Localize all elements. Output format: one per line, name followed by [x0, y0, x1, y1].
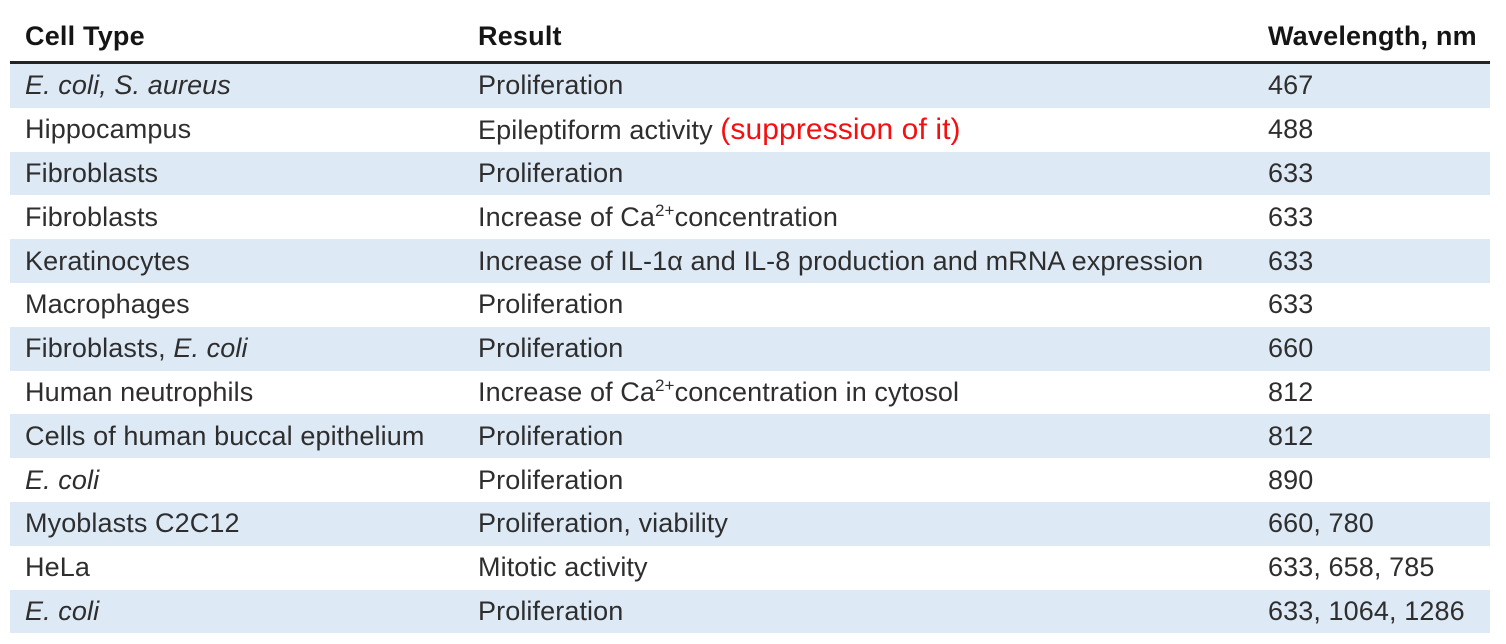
- table-row: Keratinocytes Increase of IL-1α and IL-8 …: [10, 239, 1490, 283]
- table-row: HeLa Mitotic activity 633, 658, 785: [10, 545, 1490, 590]
- wavelength-cell: 812: [1268, 414, 1490, 459]
- result-cell: Proliferation: [478, 326, 1268, 371]
- wavelength-cell: 633: [1268, 282, 1490, 327]
- cell-type-cell: Human neutrophils: [10, 370, 478, 415]
- cell-type-cell: Fibroblasts: [10, 151, 478, 196]
- table-row: Hippocampus Epileptiform activity (suppre…: [10, 107, 1490, 152]
- cell-type-cell: E. coli: [10, 589, 478, 634]
- column-header-cell-type: Cell Type: [10, 0, 478, 64]
- result-cell: Increase of Ca2+concentration in cytosol: [478, 370, 1268, 415]
- wavelength-cell: 633, 1064, 1286: [1268, 589, 1490, 634]
- table-row: E. coli Proliferation 890: [10, 458, 1490, 502]
- table-row: Myoblasts C2C12 Proliferation, viability 6…: [10, 501, 1490, 546]
- table-header: Cell Type Result Wavelength, nm: [10, 0, 1490, 64]
- table-row: Cells of human buccal epithelium Prolifer…: [10, 414, 1490, 459]
- text-segment: Proliferation: [478, 70, 624, 101]
- text-segment: Fibroblasts: [25, 157, 159, 188]
- superscript-text: 2+: [655, 375, 675, 395]
- cell-type-cell: E. coli: [10, 458, 478, 502]
- result-cell: Proliferation: [478, 151, 1268, 196]
- wavelength-cell: 660: [1268, 326, 1490, 371]
- result-cell: Proliferation: [478, 414, 1268, 459]
- header-row: Cell Type Result Wavelength, nm: [10, 0, 1490, 64]
- text-segment: Epileptiform activity: [478, 114, 721, 145]
- cell-type-cell: Cells of human buccal epithelium: [10, 414, 478, 459]
- text-segment: Human neutrophils: [25, 376, 254, 407]
- wavelength-cell: 633: [1268, 151, 1490, 196]
- text-segment: Proliferation, viability: [478, 508, 729, 539]
- text-segment: Keratinocytes: [25, 245, 190, 276]
- text-segment: Increase of Ca: [478, 376, 655, 407]
- text-segment: Proliferation: [478, 420, 624, 451]
- wavelength-cell: 488: [1268, 107, 1490, 152]
- cell-type-cell: Keratinocytes: [10, 239, 478, 283]
- wavelength-cell: 633: [1268, 239, 1490, 283]
- wavelength-cell: 633, 658, 785: [1268, 545, 1490, 590]
- column-header-wavelength: Wavelength, nm: [1268, 0, 1490, 64]
- cell-type-cell: HeLa: [10, 545, 478, 590]
- cell-type-results-table: Cell Type Result Wavelength, nm E. coli,…: [10, 0, 1490, 634]
- text-segment: Proliferation: [478, 289, 624, 320]
- text-segment: Increase of Ca: [478, 201, 655, 232]
- table-row: Fibroblasts Proliferation 633: [10, 151, 1490, 196]
- text-segment: Myoblasts C2C12: [25, 508, 240, 539]
- italic-text: E. coli: [173, 333, 248, 364]
- text-segment: Proliferation: [478, 333, 624, 364]
- result-cell: Epileptiform activity (suppression of it…: [478, 107, 1268, 152]
- table-row: Macrophages Proliferation 633: [10, 282, 1490, 327]
- text-segment: Hippocampus: [25, 114, 192, 145]
- result-cell: Proliferation, viability: [478, 501, 1268, 546]
- text-segment: concentration in cytosol: [674, 376, 960, 407]
- table-body: E. coli, S. aureus Proliferation 467 Hippoc…: [10, 62, 1490, 634]
- column-header-result: Result: [478, 0, 1268, 64]
- wavelength-cell: 890: [1268, 458, 1490, 502]
- results-table-container: Cell Type Result Wavelength, nm E. coli,…: [10, 0, 1490, 634]
- red-annotation-text: (suppression of it): [720, 112, 961, 146]
- text-segment: HeLa: [25, 552, 90, 583]
- text-segment: Macrophages: [25, 289, 190, 320]
- wavelength-cell: 633: [1268, 195, 1490, 240]
- result-cell: Proliferation: [478, 62, 1268, 108]
- italic-text: E. coli: [25, 464, 100, 495]
- result-cell: Proliferation: [478, 458, 1268, 502]
- cell-type-cell: Myoblasts C2C12: [10, 501, 478, 546]
- text-segment: concentration: [674, 201, 838, 232]
- result-cell: Proliferation: [478, 282, 1268, 327]
- cell-type-cell: E. coli, S. aureus: [10, 62, 478, 108]
- text-segment: Proliferation: [478, 595, 624, 626]
- cell-type-cell: Fibroblasts, E. coli: [10, 326, 478, 371]
- text-segment: Increase of IL-1α and IL-8 production an…: [478, 245, 1204, 276]
- cell-type-cell: Fibroblasts: [10, 195, 478, 240]
- text-segment: Mitotic activity: [478, 552, 648, 583]
- wavelength-cell: 660, 780: [1268, 501, 1490, 546]
- table-row: Human neutrophils Increase of Ca2+concent…: [10, 370, 1490, 415]
- table-row: Fibroblasts Increase of Ca2+concentration…: [10, 195, 1490, 240]
- italic-text: E. coli: [25, 595, 100, 626]
- superscript-text: 2+: [655, 200, 675, 220]
- cell-type-cell: Hippocampus: [10, 107, 478, 152]
- result-cell: Increase of Ca2+concentration: [478, 195, 1268, 240]
- text-segment: Proliferation: [478, 464, 624, 495]
- table-row: E. coli Proliferation 633, 1064, 1286: [10, 589, 1490, 634]
- text-segment: Cells of human buccal epithelium: [25, 420, 425, 451]
- result-cell: Increase of IL-1α and IL-8 production an…: [478, 239, 1268, 283]
- table-row: E. coli, S. aureus Proliferation 467: [10, 62, 1490, 108]
- result-cell: Mitotic activity: [478, 545, 1268, 590]
- text-segment: Fibroblasts: [25, 201, 159, 232]
- result-cell: Proliferation: [478, 589, 1268, 634]
- italic-text: E. coli, S. aureus: [25, 70, 231, 101]
- table-row: Fibroblasts, E. coli Proliferation 660: [10, 326, 1490, 371]
- wavelength-cell: 812: [1268, 370, 1490, 415]
- text-segment: Proliferation: [478, 157, 624, 188]
- cell-type-cell: Macrophages: [10, 282, 478, 327]
- wavelength-cell: 467: [1268, 62, 1490, 108]
- text-segment: Fibroblasts,: [25, 333, 174, 364]
